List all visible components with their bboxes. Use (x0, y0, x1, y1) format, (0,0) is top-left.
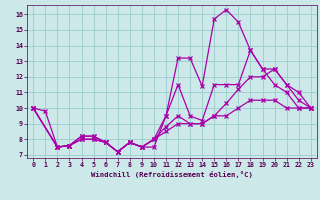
X-axis label: Windchill (Refroidissement éolien,°C): Windchill (Refroidissement éolien,°C) (91, 171, 253, 178)
